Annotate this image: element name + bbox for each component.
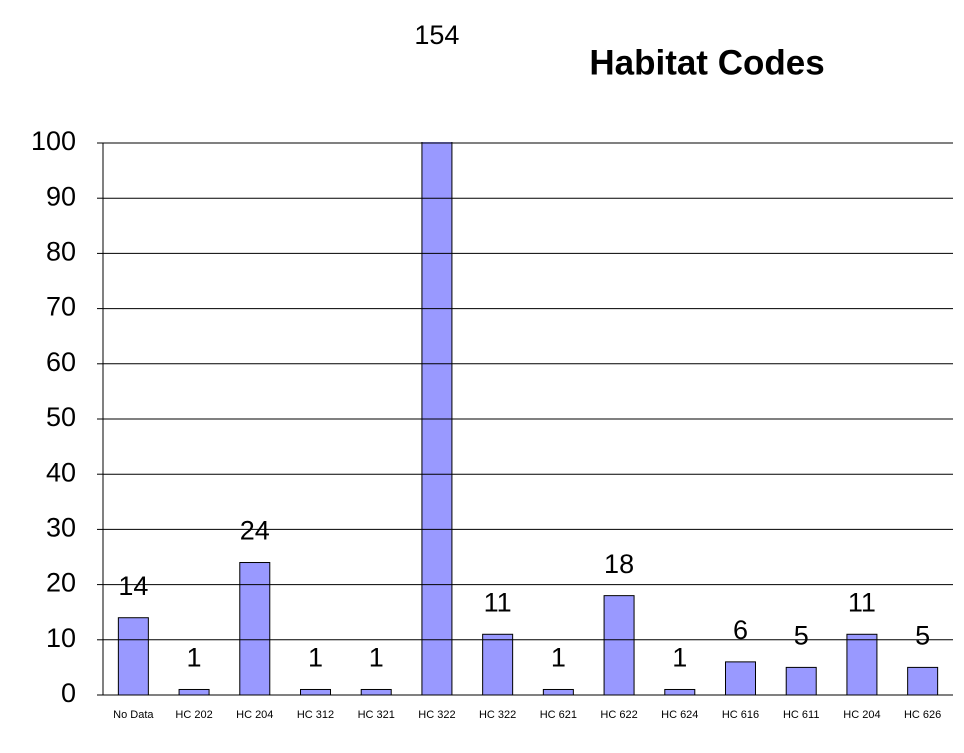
data-label: 14	[118, 571, 148, 601]
y-tick-label: 80	[46, 237, 76, 267]
bar	[300, 688, 331, 696]
data-label: 1	[369, 643, 384, 673]
bar	[542, 688, 574, 696]
x-tick-label: HC 322	[479, 709, 516, 721]
bar	[482, 633, 514, 696]
data-label: 1	[187, 643, 202, 673]
x-tick-label: HC 622	[600, 709, 637, 721]
y-tick-label: 40	[46, 457, 76, 487]
bar	[846, 633, 878, 696]
bar	[360, 688, 392, 696]
data-label: 18	[604, 549, 634, 579]
x-tick-label: HC 616	[722, 709, 759, 721]
bar	[603, 595, 635, 696]
bar	[239, 562, 271, 696]
data-label: 24	[240, 516, 270, 546]
data-label: 1	[672, 643, 687, 673]
bar	[178, 688, 210, 696]
x-tick-label: HC 321	[358, 709, 395, 721]
plot-area	[117, 142, 939, 696]
data-label: 5	[915, 621, 930, 651]
y-tick-label: 10	[46, 623, 76, 653]
x-tick-label: HC 611	[783, 709, 819, 721]
y-tick-label: 60	[46, 347, 76, 377]
bar	[117, 617, 149, 696]
data-label: 11	[484, 587, 512, 617]
bar	[421, 142, 453, 696]
y-tick-label: 20	[46, 568, 76, 598]
data-label: 5	[794, 621, 809, 651]
data-label: 6	[733, 615, 748, 645]
x-tick-label: HC 624	[661, 709, 698, 721]
bar	[725, 661, 756, 696]
y-tick-label: 30	[46, 513, 76, 543]
x-tick-label: HC 202	[175, 709, 212, 721]
bar	[664, 688, 696, 696]
x-tick-label: HC 322	[418, 709, 455, 721]
x-tick-label: HC 621	[540, 709, 577, 721]
y-tick-label: 0	[61, 678, 76, 708]
y-tick-label: 50	[46, 402, 76, 432]
x-tick-label: HC 204	[843, 709, 880, 721]
x-tick-label: HC 626	[904, 709, 941, 721]
x-tick-label: HC 204	[236, 709, 273, 721]
chart-title: Habitat Codes	[589, 43, 824, 82]
x-tick-label: HC 312	[297, 709, 334, 721]
data-label: 1	[551, 643, 566, 673]
bar	[785, 666, 817, 696]
bar	[907, 666, 939, 696]
y-tick-label: 100	[31, 126, 76, 156]
y-tick-label: 70	[46, 292, 76, 322]
y-tick-label: 90	[46, 181, 76, 211]
data-label: 154	[414, 20, 459, 50]
x-tick-label: No Data	[113, 709, 154, 721]
data-label: 11	[848, 587, 876, 617]
data-label: 1	[308, 643, 323, 673]
